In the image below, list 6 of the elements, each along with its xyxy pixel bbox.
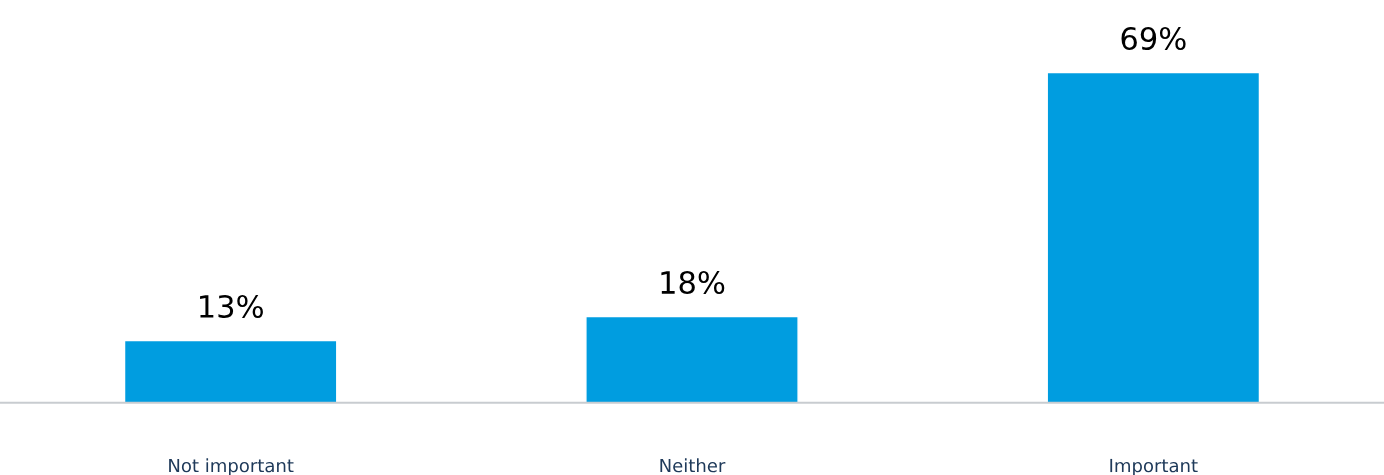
data-label: 18% [661, 270, 725, 295]
x-tick-label: Not important [169, 458, 294, 475]
x-tick-label: Important [1110, 458, 1198, 475]
data-label: 13% [200, 294, 263, 319]
x-tick-label: Neither [660, 458, 726, 473]
data-label: 69% [1121, 26, 1186, 51]
